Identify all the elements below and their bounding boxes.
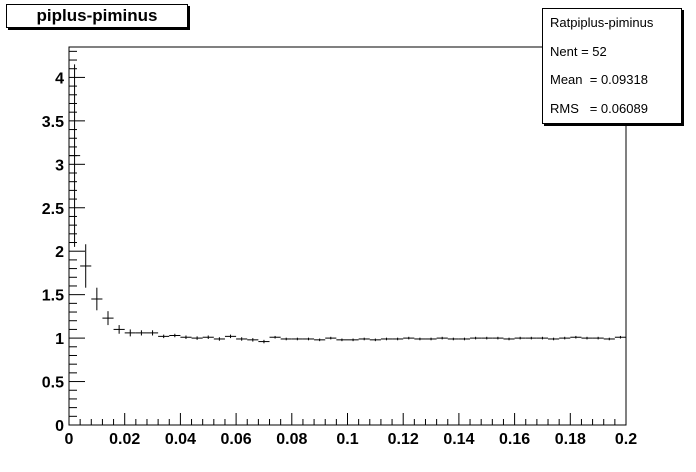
x-tick-label: 0.06 xyxy=(221,431,252,448)
stats-mean: Mean = 0.09318 xyxy=(550,72,648,87)
y-tick-label: 2.5 xyxy=(42,201,64,218)
data-point xyxy=(458,337,471,341)
data-point xyxy=(224,334,237,339)
data-point xyxy=(347,338,359,342)
x-tick-label: 0.14 xyxy=(443,431,474,448)
histogram-points xyxy=(69,64,626,344)
data-point xyxy=(69,64,81,247)
data-point xyxy=(236,337,248,341)
data-point xyxy=(91,287,103,311)
data-point xyxy=(146,330,159,336)
data-point xyxy=(280,337,292,341)
x-tick-label: 0.16 xyxy=(499,431,530,448)
data-point xyxy=(570,335,582,339)
x-tick-label: 0.04 xyxy=(165,431,196,448)
data-point xyxy=(592,336,604,340)
data-point xyxy=(124,329,136,337)
data-point xyxy=(102,311,114,326)
data-point xyxy=(492,336,504,340)
data-point xyxy=(559,336,571,340)
data-point xyxy=(314,338,326,342)
data-point xyxy=(180,335,192,339)
data-point xyxy=(425,337,437,341)
x-tick-label: 0.08 xyxy=(276,431,307,448)
data-point xyxy=(158,334,170,339)
y-tick-label: 1.5 xyxy=(42,288,64,305)
data-point xyxy=(581,336,593,340)
data-point xyxy=(503,337,515,341)
stats-nent: Nent = 52 xyxy=(550,43,607,59)
data-point xyxy=(525,336,537,340)
x-tick-label: 0 xyxy=(65,431,74,448)
stats-box: Ratpiplus-piminus Nent = 52 Mean = 0.093… xyxy=(542,8,682,124)
data-point xyxy=(414,337,426,341)
data-point xyxy=(80,244,92,288)
data-point xyxy=(213,337,225,341)
data-point xyxy=(603,337,615,341)
data-point xyxy=(113,325,125,334)
data-point xyxy=(481,336,493,340)
data-point xyxy=(369,338,381,342)
data-point xyxy=(392,337,404,341)
data-point xyxy=(514,336,526,340)
y-tick-label: 2 xyxy=(55,244,64,261)
data-point xyxy=(269,335,281,339)
data-point xyxy=(258,339,270,344)
data-point xyxy=(548,337,560,341)
histogram-title: piplus-piminus xyxy=(6,4,188,28)
tick-labels: 0 0.02 0.04 0.06 0.08 0.1 0.12 0.14 0.16 0.18 0.2 0… xyxy=(42,70,637,448)
data-point xyxy=(358,337,370,341)
data-point xyxy=(436,336,448,340)
data-point xyxy=(191,336,203,340)
data-point xyxy=(380,337,393,341)
x-tick-label: 0.12 xyxy=(388,431,419,448)
data-point xyxy=(291,337,303,341)
data-point xyxy=(614,335,626,339)
data-point xyxy=(169,333,181,338)
x-tick-label: 0.1 xyxy=(336,431,358,448)
stats-rms: RMS = 0.06089 xyxy=(550,100,648,116)
data-point xyxy=(403,336,415,340)
y-tick-label: 3.5 xyxy=(42,114,64,131)
x-tick-label: 0.02 xyxy=(109,431,140,448)
y-tick-label: 4 xyxy=(55,70,64,87)
y-tick-label: 3 xyxy=(55,157,64,174)
data-point xyxy=(470,336,482,340)
y-tick-label: 0 xyxy=(55,418,64,435)
stats-name: Ratpiplus-piminus xyxy=(550,15,654,30)
data-point xyxy=(135,330,147,336)
data-point xyxy=(247,338,259,342)
data-point xyxy=(325,336,337,340)
data-point xyxy=(336,338,348,342)
y-tick-label: 0.5 xyxy=(42,375,64,392)
x-tick-label: 0.2 xyxy=(615,431,637,448)
x-tick-label: 0.18 xyxy=(555,431,586,448)
data-point xyxy=(302,337,315,341)
data-point xyxy=(536,336,549,340)
y-tick-label: 1 xyxy=(55,331,64,348)
data-point xyxy=(202,335,214,339)
data-point xyxy=(447,337,459,341)
